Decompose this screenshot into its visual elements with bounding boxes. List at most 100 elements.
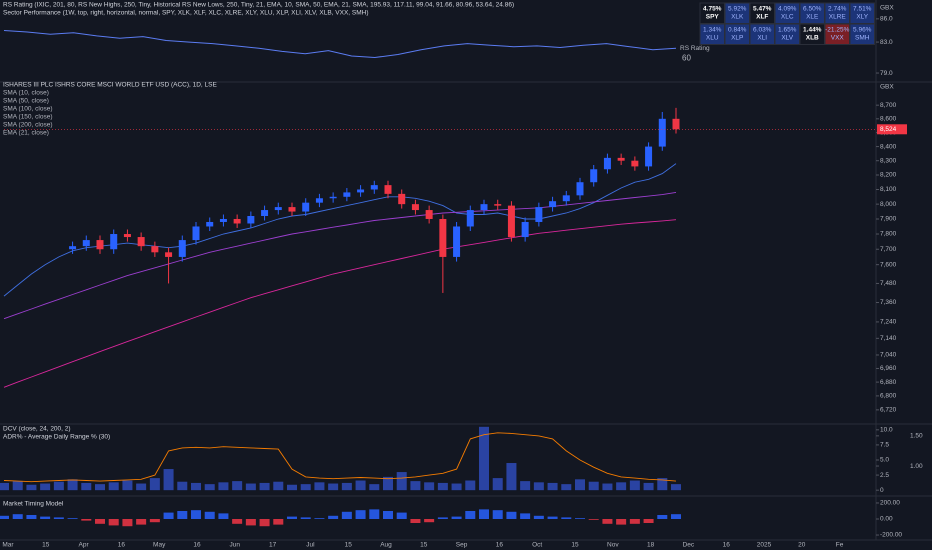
bar — [643, 482, 654, 491]
bar — [12, 514, 23, 519]
bar — [26, 514, 37, 519]
x-tick-label: Nov — [607, 542, 619, 549]
candle-body — [178, 240, 186, 257]
pane-subtitle: Sector Performance (1W, top, right, hori… — [3, 10, 369, 17]
y-tick-label: 8,300 — [880, 157, 897, 164]
bar — [232, 519, 243, 524]
bar — [520, 481, 531, 491]
x-tick-label: 15 — [42, 542, 50, 549]
bar — [451, 483, 462, 491]
bar — [287, 484, 297, 491]
y-tick-label: 8,200 — [880, 172, 897, 179]
cell-ticker: SPY — [706, 14, 720, 21]
table-cell — [849, 23, 875, 45]
bar — [602, 483, 613, 491]
bar — [149, 519, 160, 523]
x-tick-label: Oct — [532, 542, 542, 549]
cell-value: 5.96% — [853, 27, 872, 34]
bar — [163, 469, 174, 491]
bar — [506, 511, 517, 519]
candle-body — [343, 192, 351, 197]
x-tick-label: Dec — [683, 542, 695, 549]
bar — [671, 514, 681, 519]
candle-body — [425, 210, 433, 219]
bar — [629, 480, 640, 491]
candle-body — [398, 193, 406, 205]
pane-title: DCV (close, 24, 200, 2) — [3, 426, 71, 433]
candle-body — [645, 146, 653, 167]
candle-body — [576, 182, 584, 196]
bar — [575, 518, 585, 519]
x-tick-label: 15 — [420, 542, 428, 549]
cell-ticker: XLC — [781, 14, 794, 21]
candle-body — [535, 207, 543, 222]
bar — [218, 513, 229, 519]
candle-body — [357, 189, 365, 193]
x-tick-label: Aug — [380, 542, 392, 549]
annotation: 60 — [682, 53, 691, 62]
candle-body — [549, 201, 557, 208]
candle-body — [672, 118, 680, 130]
bar — [629, 519, 640, 524]
x-tick-label: 15 — [571, 542, 579, 549]
bar — [300, 484, 311, 491]
candle-body — [165, 252, 173, 257]
x-tick-label: Fe — [836, 542, 844, 549]
candle-body — [69, 246, 77, 250]
bar — [451, 516, 462, 519]
bar — [341, 511, 352, 519]
bar — [492, 478, 503, 491]
bar — [588, 519, 599, 520]
cell-ticker: XLE — [806, 14, 819, 21]
cell-ticker: XLB — [806, 35, 819, 42]
candle-body — [192, 226, 200, 241]
y-tick-label: 6,800 — [880, 393, 897, 400]
y-tick-label: 7,040 — [880, 352, 897, 359]
x-tick-label: 16 — [723, 542, 731, 549]
y-tick-label: 8,100 — [880, 186, 897, 193]
legend-entry: SMA (10, close) — [3, 90, 49, 97]
bar — [149, 478, 160, 491]
cell-value: 5.92% — [728, 6, 747, 13]
bar — [547, 482, 558, 491]
legend-entry: SMA (50, close) — [3, 98, 49, 105]
bar — [328, 515, 339, 519]
cell-ticker: VXX — [831, 35, 845, 42]
bar — [0, 515, 9, 519]
bar — [465, 510, 476, 519]
x-tick-label: 15 — [345, 542, 353, 549]
cell-value: 4.75% — [703, 6, 722, 13]
candle-body — [658, 118, 666, 147]
cell-ticker: XLV — [781, 35, 793, 42]
y-tick-label: 6,880 — [880, 379, 897, 386]
bar — [520, 513, 531, 519]
candle-body — [261, 210, 269, 217]
bar — [232, 481, 243, 491]
cell-value: 5.47% — [753, 6, 772, 13]
candle-body — [439, 218, 447, 257]
bar — [67, 479, 78, 491]
pane-title: RS Rating (IXIC, 201, 80, RS New Highs, … — [3, 2, 514, 9]
bar — [383, 476, 393, 491]
y-tick-label: 83.0 — [880, 39, 893, 46]
candle-body — [96, 240, 104, 250]
bar — [355, 510, 366, 519]
bar — [643, 519, 654, 524]
bar — [81, 519, 92, 521]
bar — [424, 519, 435, 523]
y-tick-label: 200.00 — [880, 500, 900, 507]
bar — [136, 519, 147, 525]
cell-value: 0.84% — [728, 27, 747, 34]
candle-body — [274, 207, 282, 211]
cell-value: 1.34% — [703, 27, 722, 34]
candle-body — [123, 234, 131, 238]
y-tick-label: 7,240 — [880, 319, 897, 326]
bar — [40, 483, 51, 491]
cell-ticker: XLK — [731, 14, 744, 21]
cell-value: 6.03% — [753, 27, 772, 34]
bar — [314, 482, 325, 491]
cell-ticker: SMH — [855, 35, 870, 42]
bar — [204, 511, 215, 519]
x-tick-label: May — [153, 542, 166, 549]
